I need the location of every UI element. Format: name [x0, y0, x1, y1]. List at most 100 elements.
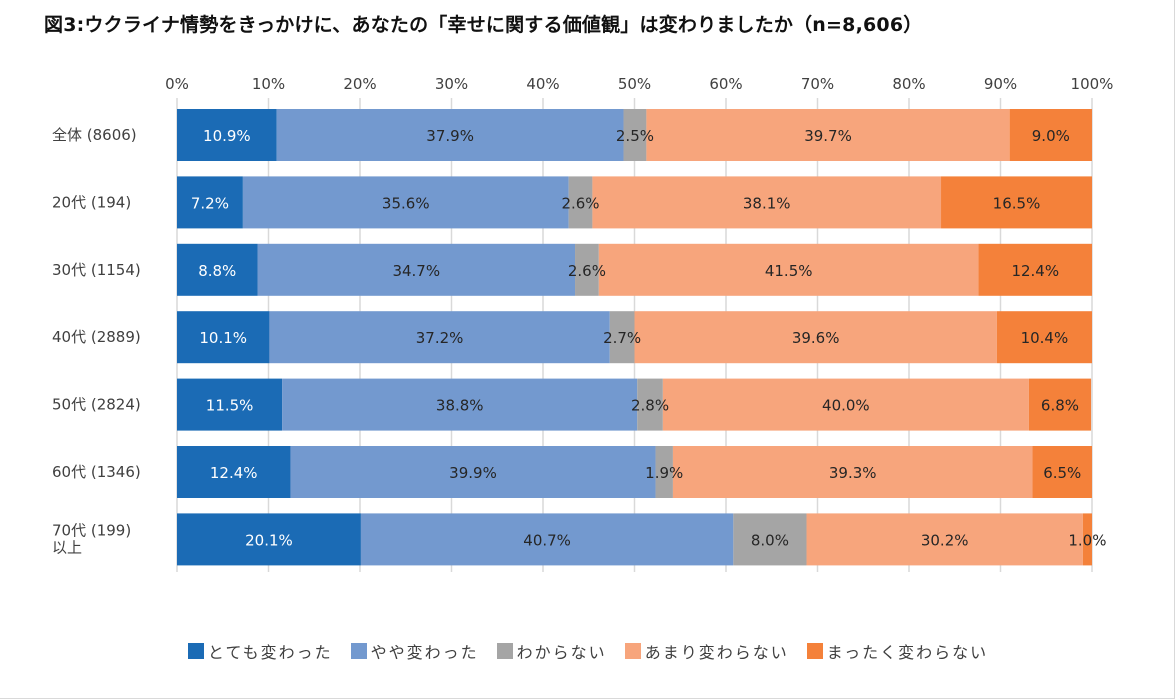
x-axis-ticks: 0% 10% 20% 30% 40% 50% 60% 70% 80% 90% 100%	[165, 75, 1113, 93]
x-tick-label: 90%	[984, 75, 1017, 93]
legend-item: まったく変わらない	[806, 639, 989, 663]
data-label: 2.8%	[631, 397, 669, 415]
bar-segment	[733, 513, 807, 566]
bar-segment	[1028, 378, 1092, 431]
bar-segment	[941, 176, 1092, 229]
data-label: 39.6%	[792, 329, 840, 347]
category-label: 50代 (2824)	[52, 396, 141, 414]
bar-segment	[360, 513, 734, 566]
data-label: 38.8%	[436, 397, 484, 415]
x-tick-label: 10%	[252, 75, 285, 93]
category-label-line: 70代 (199)	[52, 521, 131, 539]
data-label: 39.9%	[449, 464, 497, 482]
legend-swatch	[187, 643, 204, 659]
data-label: 8.8%	[198, 262, 236, 280]
data-label: 10.1%	[199, 329, 247, 347]
legend-label: まったく変わらない	[826, 643, 989, 662]
chart-title: 図3:ウクライナ情勢をきっかけに、あなたの「幸せに関する価値観」は変わりましたか…	[44, 14, 923, 36]
bar-segment	[592, 176, 942, 229]
data-label: 7.2%	[191, 194, 229, 212]
category-label: 全体 (8606)	[52, 126, 137, 144]
bar-segment	[978, 243, 1092, 296]
bar-segment	[276, 109, 624, 161]
bar-segment	[655, 446, 673, 498]
bar-segment	[1082, 513, 1092, 566]
bar-segment	[634, 311, 997, 364]
data-label: 38.1%	[743, 194, 791, 212]
bar-segment	[609, 311, 635, 364]
legend-item: わからない	[496, 639, 607, 663]
x-tick-label: 100%	[1071, 75, 1114, 93]
legend-swatch	[624, 643, 641, 659]
bar-segment	[623, 109, 647, 161]
data-label: 2.7%	[603, 329, 641, 347]
bar-segment	[177, 378, 283, 431]
x-tick-label: 70%	[801, 75, 834, 93]
data-label: 20.1%	[245, 531, 293, 549]
legend-label: とても変わった	[207, 643, 333, 662]
legend-item: とても変わった	[187, 639, 333, 663]
bar-segment	[177, 513, 361, 566]
x-tick-label: 80%	[892, 75, 925, 93]
data-label: 35.6%	[382, 194, 430, 212]
legend-label: わからない	[516, 643, 607, 662]
legend-swatch	[350, 643, 367, 659]
legend-swatch	[496, 643, 513, 659]
data-label: 1.9%	[645, 464, 683, 482]
legend-item: やや変わった	[350, 639, 479, 663]
bar-segment	[257, 243, 576, 296]
bar-segment	[1009, 109, 1092, 161]
data-label: 30.2%	[921, 531, 969, 549]
category-label: 30代 (1154)	[52, 261, 141, 279]
data-label: 34.7%	[392, 262, 440, 280]
data-label: 11.5%	[206, 397, 254, 415]
bar-segment	[575, 243, 599, 296]
category-label: 60代 (1346)	[52, 463, 141, 481]
bar-segment	[806, 513, 1083, 566]
data-label: 40.0%	[822, 397, 870, 415]
x-tick-label: 40%	[526, 75, 559, 93]
bar-segment	[177, 176, 243, 229]
bar-segment	[242, 176, 569, 229]
data-label: 37.9%	[426, 127, 474, 145]
x-tick-label: 60%	[709, 75, 742, 93]
data-label: 10.4%	[1021, 329, 1069, 347]
category-label: 70代 (199)以上	[52, 521, 131, 556]
bar-segment	[646, 109, 1010, 161]
data-label: 16.5%	[993, 194, 1041, 212]
category-label-line: 以上	[52, 538, 82, 556]
data-label: 41.5%	[765, 262, 813, 280]
data-label: 6.5%	[1043, 464, 1081, 482]
legend-swatch	[806, 643, 823, 659]
x-tick-label: 50%	[618, 75, 651, 93]
bar-segment	[996, 311, 1092, 364]
bar-segment	[662, 378, 1029, 431]
data-label: 12.4%	[210, 464, 258, 482]
data-label: 39.3%	[829, 464, 877, 482]
data-label: 8.0%	[751, 531, 789, 549]
x-tick-label: 0%	[165, 75, 189, 93]
data-label: 9.0%	[1032, 127, 1070, 145]
bar-segment	[598, 243, 979, 296]
legend: とても変わった やや変わった わからない あまり変わらない まったく変わらない	[0, 637, 1176, 665]
data-label: 2.6%	[568, 262, 606, 280]
bar-segment	[177, 243, 258, 296]
data-label: 1.0%	[1068, 531, 1106, 549]
bar-segment	[269, 311, 610, 364]
bar-segment	[290, 446, 656, 498]
bar-segment	[672, 446, 1033, 498]
data-label: 40.7%	[523, 531, 571, 549]
category-label: 40代 (2889)	[52, 328, 141, 346]
data-label: 12.4%	[1011, 262, 1059, 280]
bar-segment	[177, 109, 277, 161]
bar-segment	[568, 176, 593, 229]
data-label: 10.9%	[203, 127, 251, 145]
bar-segment	[637, 378, 663, 431]
bar-segment	[177, 311, 270, 364]
bar-segment	[1032, 446, 1092, 498]
category-labels: 全体 (8606) 20代 (194) 30代 (1154) 40代 (2889) 50…	[52, 126, 141, 556]
data-label: 2.5%	[616, 127, 654, 145]
bars	[177, 109, 1092, 566]
